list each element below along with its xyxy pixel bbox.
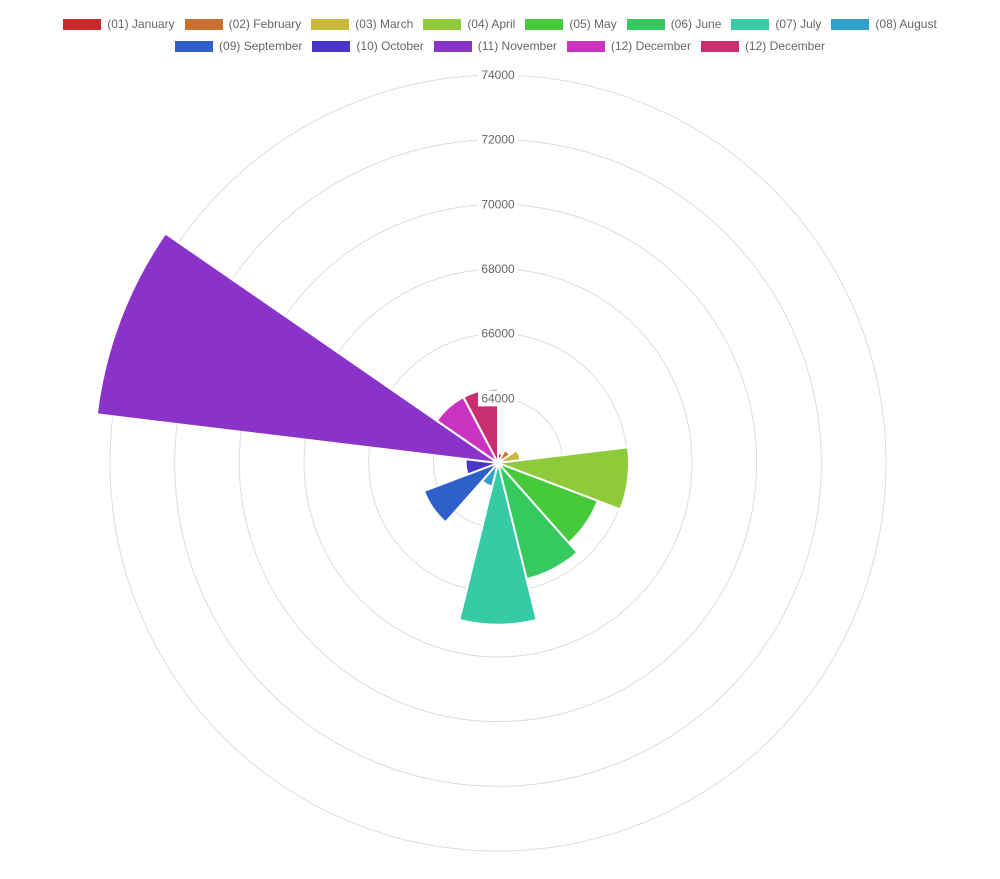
slice[interactable] [458,462,538,626]
legend-swatch [175,40,214,52]
tick-label-backdrop [478,196,518,213]
legend-swatch [626,18,665,30]
tick-label-backdrop [478,131,518,148]
legend-label: (06) June [670,17,722,31]
slice[interactable] [95,232,499,464]
legend-swatch [831,18,870,30]
legend-label: (10) October [356,39,424,53]
legend-swatch [700,40,739,52]
tick-label: 64000 [481,391,515,405]
tick-label: 72000 [481,133,515,147]
legend-swatch [312,40,351,52]
legend-label: (09) September [219,39,303,53]
legend-item[interactable]: (08) August [831,16,937,32]
legend-swatch [63,18,102,30]
tick-label: 68000 [481,262,515,276]
tick-labels: 64000 66000 68000 70000 72000 74000 [478,67,518,407]
legend-label: (12) December [610,39,691,53]
legend-label: (08) August [875,17,937,31]
legend-item[interactable]: (02) February [184,16,302,32]
legend-label: (02) February [228,17,302,31]
tick-label-backdrop [478,325,518,342]
legend-item[interactable]: (03) March [311,16,413,32]
legend-item[interactable]: (12) December [566,38,691,54]
legend-label: (07) July [775,17,822,31]
legend-label: (01) January [107,17,175,31]
tick-label: 70000 [481,197,515,211]
legend-item[interactable]: (07) July [731,16,821,32]
slices [95,232,630,626]
legend-swatch [433,40,472,52]
legend-swatch [566,40,605,52]
legend-item[interactable]: (12) December [700,38,825,54]
legend-label: (03) March [355,17,414,31]
legend-item[interactable]: (01) January [63,16,175,32]
slice[interactable] [422,462,499,524]
legend-swatch [525,18,564,30]
legend: (01) January (02) February (03) March (04) … [0,16,1000,54]
legend-item[interactable]: (09) September [175,38,302,54]
legend-label: (11) November [477,39,557,53]
tick-label-backdrop [478,261,518,277]
legend-swatch [423,18,462,30]
legend-item[interactable]: (06) June [626,16,722,32]
legend-label: (05) May [569,17,617,31]
legend-swatch [184,18,223,30]
tick-label: 66000 [481,327,515,341]
legend-label: (12) December [744,39,825,53]
tick-label-backdrop [478,390,518,407]
legend-item[interactable]: (10) October [312,38,424,54]
legend-swatch [731,18,770,30]
legend-label: (04) April [467,17,516,31]
legend-item[interactable]: (05) May [525,16,617,32]
tick-label-backdrop [478,67,518,83]
legend-swatch [311,18,350,30]
slice[interactable] [497,446,630,511]
legend-item[interactable]: (11) November [433,38,557,54]
tick-label: 74000 [481,68,515,82]
legend-item[interactable]: (04) April [423,16,515,32]
